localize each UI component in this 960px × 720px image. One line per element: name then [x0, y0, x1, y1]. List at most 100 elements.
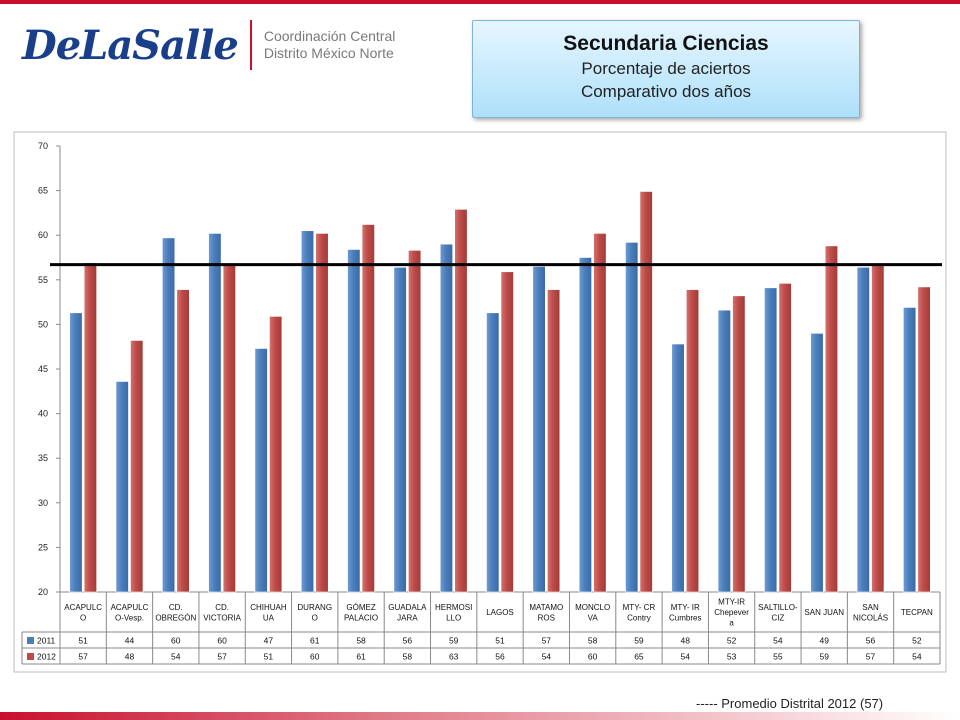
table-value-2011: 58 — [588, 636, 598, 646]
bar-2012-3 — [222, 263, 236, 593]
table-value-2011: 59 — [634, 636, 644, 646]
table-value-2011: 48 — [681, 636, 691, 646]
bar-2011-1 — [115, 381, 129, 593]
bar-2011-8 — [439, 243, 453, 593]
table-value-2011: 51 — [495, 636, 505, 646]
category-label: ACAPULC O-Vesp. — [111, 603, 149, 623]
table-value-2012: 54 — [171, 652, 181, 662]
category-label: CHIHUAH UA — [250, 603, 287, 623]
bar-2012-17 — [871, 263, 885, 593]
bottom-accent-rule — [0, 712, 960, 720]
top-accent-rule — [0, 0, 960, 4]
chart-subtitle-2: Comparativo dos años — [580, 82, 752, 101]
table-value-2012: 58 — [403, 652, 413, 662]
logo-divider — [249, 20, 252, 70]
table-value-2012: 61 — [356, 652, 366, 662]
table-value-2011: 52 — [912, 636, 922, 646]
bar-2012-7 — [408, 250, 422, 593]
bar-2011-15 — [764, 287, 778, 593]
category-label: SALTILLO-CIZ — [758, 603, 798, 623]
y-tick-label: 65 — [38, 186, 48, 196]
table-value-2011: 52 — [727, 636, 737, 646]
table-value-2011: 56 — [866, 636, 876, 646]
category-label: GUADALA JARA — [388, 603, 427, 623]
bar-2012-15 — [778, 283, 792, 593]
category-label: HERMOSI LLO — [435, 603, 472, 623]
table-value-2012: 54 — [681, 652, 691, 662]
bar-2011-5 — [300, 230, 315, 593]
bar-2012-2 — [176, 289, 190, 593]
bar-2012-4 — [269, 316, 283, 593]
average-note: ----- Promedio Distrital 2012 (57) — [696, 696, 884, 711]
bar-2011-14 — [717, 309, 731, 593]
chart-title: Secundaria Ciencias — [563, 32, 769, 55]
table-value-2012: 57 — [217, 652, 227, 662]
category-label: LAGOS — [486, 608, 514, 617]
header: DeLaSalle Coordinación Central Distrito … — [0, 0, 960, 110]
category-label: CD. VICTORIA — [203, 603, 241, 623]
org-line-1: Coordinación Central — [263, 28, 396, 44]
table-value-2012: 53 — [727, 652, 737, 662]
y-tick-label: 70 — [38, 141, 48, 151]
table-value-2011: 61 — [310, 636, 320, 646]
y-tick-label: 20 — [38, 587, 48, 597]
table-value-2011: 57 — [542, 636, 552, 646]
bar-2011-10 — [532, 266, 546, 593]
bar-2011-16 — [810, 333, 824, 593]
category-label: MONCLO VA — [575, 603, 610, 623]
table-value-2012: 65 — [634, 652, 644, 662]
bar-2012-8 — [454, 209, 468, 593]
bar-2012-1 — [130, 340, 144, 593]
category-label: ACAPULC O — [64, 603, 102, 623]
legend-swatch-2012 — [27, 653, 34, 660]
y-tick-label: 45 — [38, 364, 48, 374]
bar-2011-9 — [486, 312, 500, 593]
bar-2012-9 — [500, 271, 514, 593]
logo-organization: Coordinación Central Distrito México Nor… — [264, 28, 396, 62]
category-label: DURANG O — [297, 603, 332, 623]
table-value-2012: 51 — [264, 652, 274, 662]
table-value-2011: 47 — [264, 636, 274, 646]
bar-2012-16 — [824, 245, 839, 593]
table-value-2011: 59 — [449, 636, 459, 646]
bar-2011-0 — [69, 312, 83, 593]
bar-2012-0 — [83, 262, 97, 593]
bar-2011-3 — [208, 233, 222, 593]
table-value-2011: 60 — [171, 636, 181, 646]
category-label: MTY- CR Contry — [623, 603, 656, 623]
bar-2012-14 — [732, 295, 746, 593]
org-line-2: Distrito México Norte — [263, 45, 394, 61]
legend-label-2011: 2011 — [37, 636, 56, 646]
y-tick-label: 40 — [38, 409, 48, 419]
table-value-2012: 54 — [542, 652, 552, 662]
table-value-2012: 60 — [588, 652, 598, 662]
category-label: MATAMO ROS — [529, 603, 563, 623]
table-value-2011: 58 — [356, 636, 366, 646]
y-tick-label: 55 — [38, 275, 48, 285]
bar-2012-10 — [547, 289, 561, 593]
table-value-2011: 49 — [819, 636, 829, 646]
table-value-2011: 54 — [773, 636, 783, 646]
table-value-2012: 60 — [310, 652, 320, 662]
bar-2011-13 — [671, 343, 685, 593]
delasalle-logo: DeLaSalle Coordinación Central Distrito … — [22, 20, 395, 70]
table-value-2011: 44 — [125, 636, 135, 646]
y-tick-label: 30 — [38, 498, 48, 508]
chart-frame — [13, 131, 947, 673]
bar-2012-18 — [917, 286, 931, 593]
table-value-2012: 57 — [78, 652, 88, 662]
legend-swatch-2011 — [27, 637, 34, 644]
table-value-2011: 56 — [403, 636, 413, 646]
y-tick-label: 50 — [38, 319, 48, 329]
category-label: SAN JUAN — [804, 608, 844, 617]
bar-2012-12 — [639, 191, 653, 593]
legend-label-2012: 2012 — [37, 652, 56, 662]
bar-2012-11 — [593, 233, 607, 593]
category-label: CD. OBREGÓN — [155, 603, 196, 623]
table-value-2012: 59 — [819, 652, 829, 662]
table-value-2012: 54 — [912, 652, 922, 662]
y-tick-label: 60 — [38, 230, 48, 240]
bar-2011-7 — [393, 267, 407, 593]
bar-2011-17 — [856, 267, 870, 593]
